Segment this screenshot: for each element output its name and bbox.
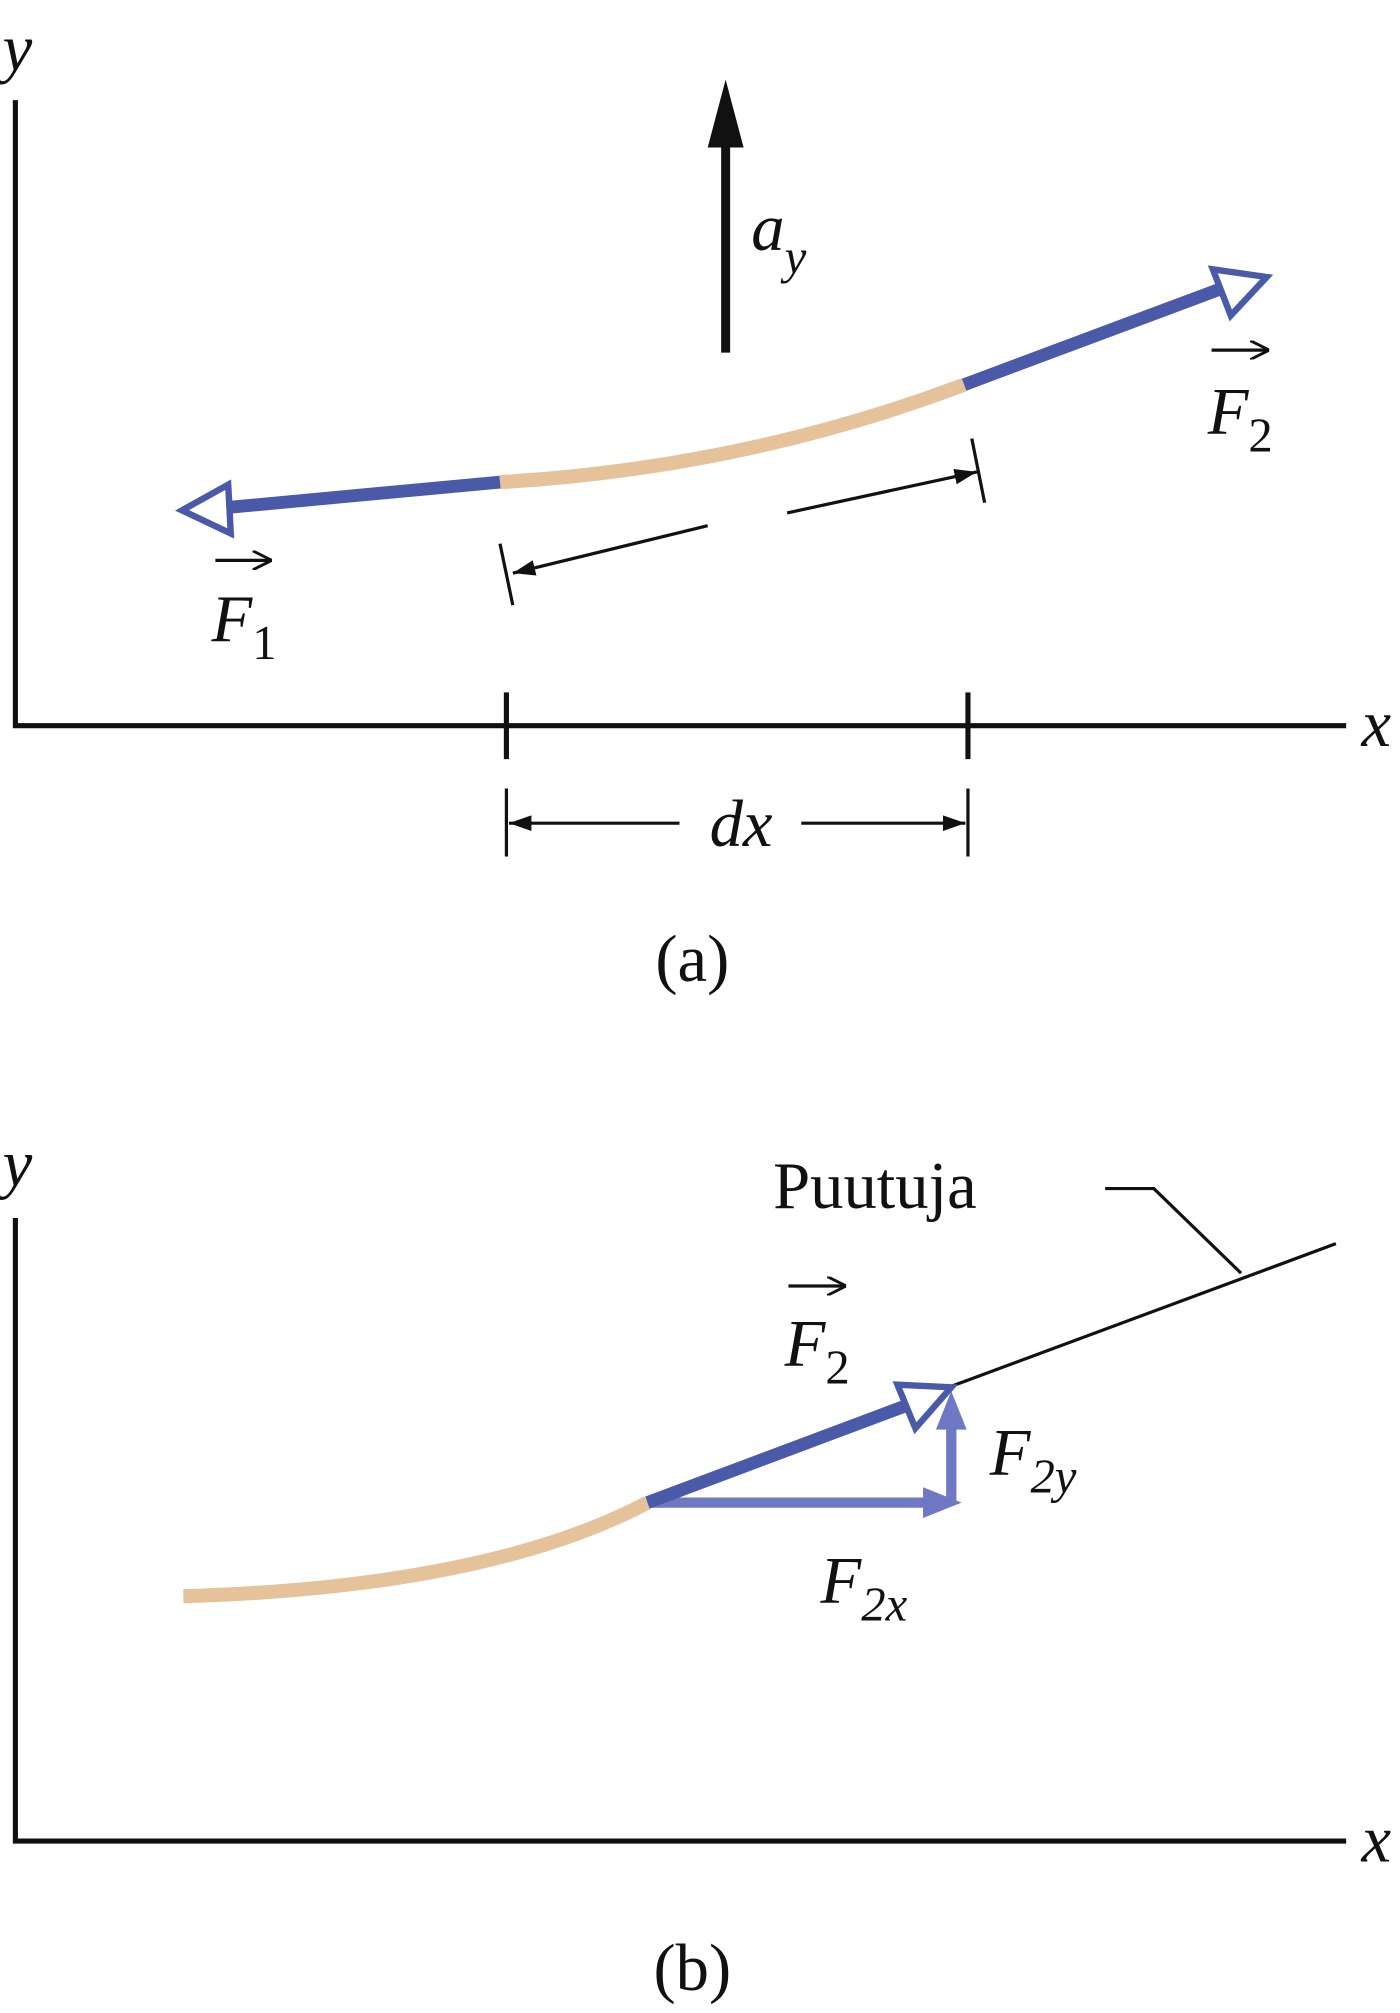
axis-x-label: x	[1361, 1804, 1392, 1877]
tangent-line	[948, 1242, 1337, 1389]
label-text: 2x	[861, 1578, 907, 1632]
axis-y-label: y	[0, 1128, 33, 1201]
force-2	[645, 1400, 907, 1509]
force-2y-head	[935, 1391, 967, 1430]
label-text: F	[211, 583, 254, 656]
label-text: 2	[1248, 408, 1272, 462]
axes	[12, 1218, 1347, 1844]
label-text: F	[989, 1416, 1032, 1489]
label-text: F	[820, 1545, 863, 1618]
label-text: y	[0, 13, 33, 86]
force-2-head	[1207, 265, 1274, 322]
tangent-label: Puutuja	[773, 1150, 977, 1223]
label-text: (a)	[655, 923, 729, 996]
force-1-head	[175, 479, 235, 539]
arc-tick	[498, 543, 515, 606]
panel-a: y x ay F1 F2 dx (a)	[0, 13, 1392, 996]
panel-b: y x Puutuja F2 F2y F2x (b)	[0, 1128, 1392, 2005]
label-text: a	[751, 192, 784, 265]
dx-label: dx	[710, 788, 773, 861]
label-text: x	[1361, 688, 1392, 761]
force-2x-label: F2x	[820, 1545, 908, 1632]
force-2-head	[892, 1381, 959, 1435]
arc-arrow	[786, 468, 978, 515]
force-2y-label: F2y	[989, 1416, 1077, 1503]
force-2x-head	[923, 1487, 962, 1519]
label-text: y	[0, 1128, 33, 1201]
label-text: (b)	[653, 1932, 731, 2005]
label-text: F	[1207, 375, 1250, 448]
string	[183, 1496, 651, 1604]
force-2	[961, 283, 1221, 391]
force-1-label: F1	[211, 583, 277, 670]
label-text: y	[780, 230, 807, 284]
accel-head	[707, 79, 744, 148]
axis-x-label: x	[1361, 688, 1392, 761]
force-1	[223, 475, 501, 515]
caption: (a)	[655, 923, 729, 996]
label-text: F	[784, 1307, 827, 1380]
axis-y-label: y	[0, 13, 33, 86]
arc-arrow	[512, 524, 709, 576]
label-text: 2y	[1030, 1449, 1076, 1503]
accel-label: ay	[751, 192, 806, 284]
label-text: x	[1361, 1804, 1392, 1877]
leader-line	[1105, 1186, 1243, 1275]
arc-tick	[970, 438, 987, 503]
string	[499, 378, 967, 490]
force-2-label: F2	[784, 1307, 850, 1394]
label-text: dx	[710, 788, 773, 861]
caption: (b)	[653, 1932, 731, 2005]
label-text: 1	[252, 616, 276, 670]
label-text: Puutuja	[773, 1150, 977, 1223]
axes	[12, 100, 1347, 729]
label-text: 2	[825, 1340, 849, 1394]
force-2-label: F2	[1207, 375, 1273, 462]
